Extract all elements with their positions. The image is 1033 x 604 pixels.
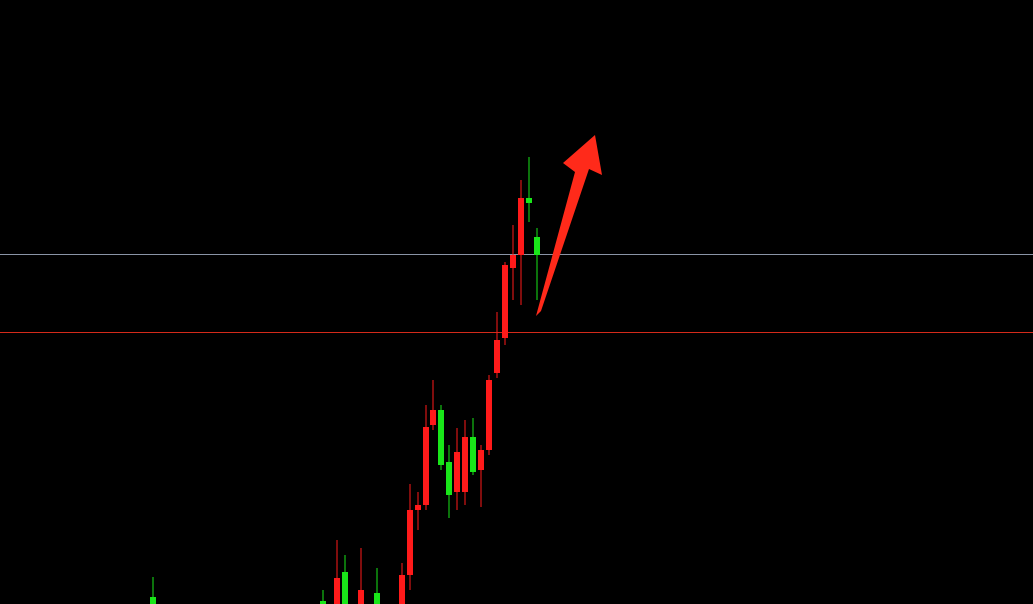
candle-body [510,255,516,268]
candle-body [320,601,326,604]
candle-body [502,265,508,338]
candle-body [534,237,540,255]
candle-body [407,510,413,575]
candle-body [423,427,429,505]
candle-body [486,380,492,450]
candle-body [526,198,532,203]
candle-body [342,572,348,604]
candle-body [358,590,364,604]
candle-body [518,198,524,255]
candle-body [150,597,156,604]
plot-area [0,157,1033,604]
candle-body [374,593,380,604]
candle-body [334,578,340,604]
candle-body [399,575,405,604]
candle-body [478,450,484,470]
candle-body [415,505,421,510]
candle-body [430,410,436,425]
candle-body [446,462,452,495]
candle-body [462,437,468,492]
candle-body [470,437,476,472]
candle-body [454,452,460,492]
arrow-annotation [536,135,602,316]
candle-body [494,340,500,373]
candle-body [438,410,444,465]
